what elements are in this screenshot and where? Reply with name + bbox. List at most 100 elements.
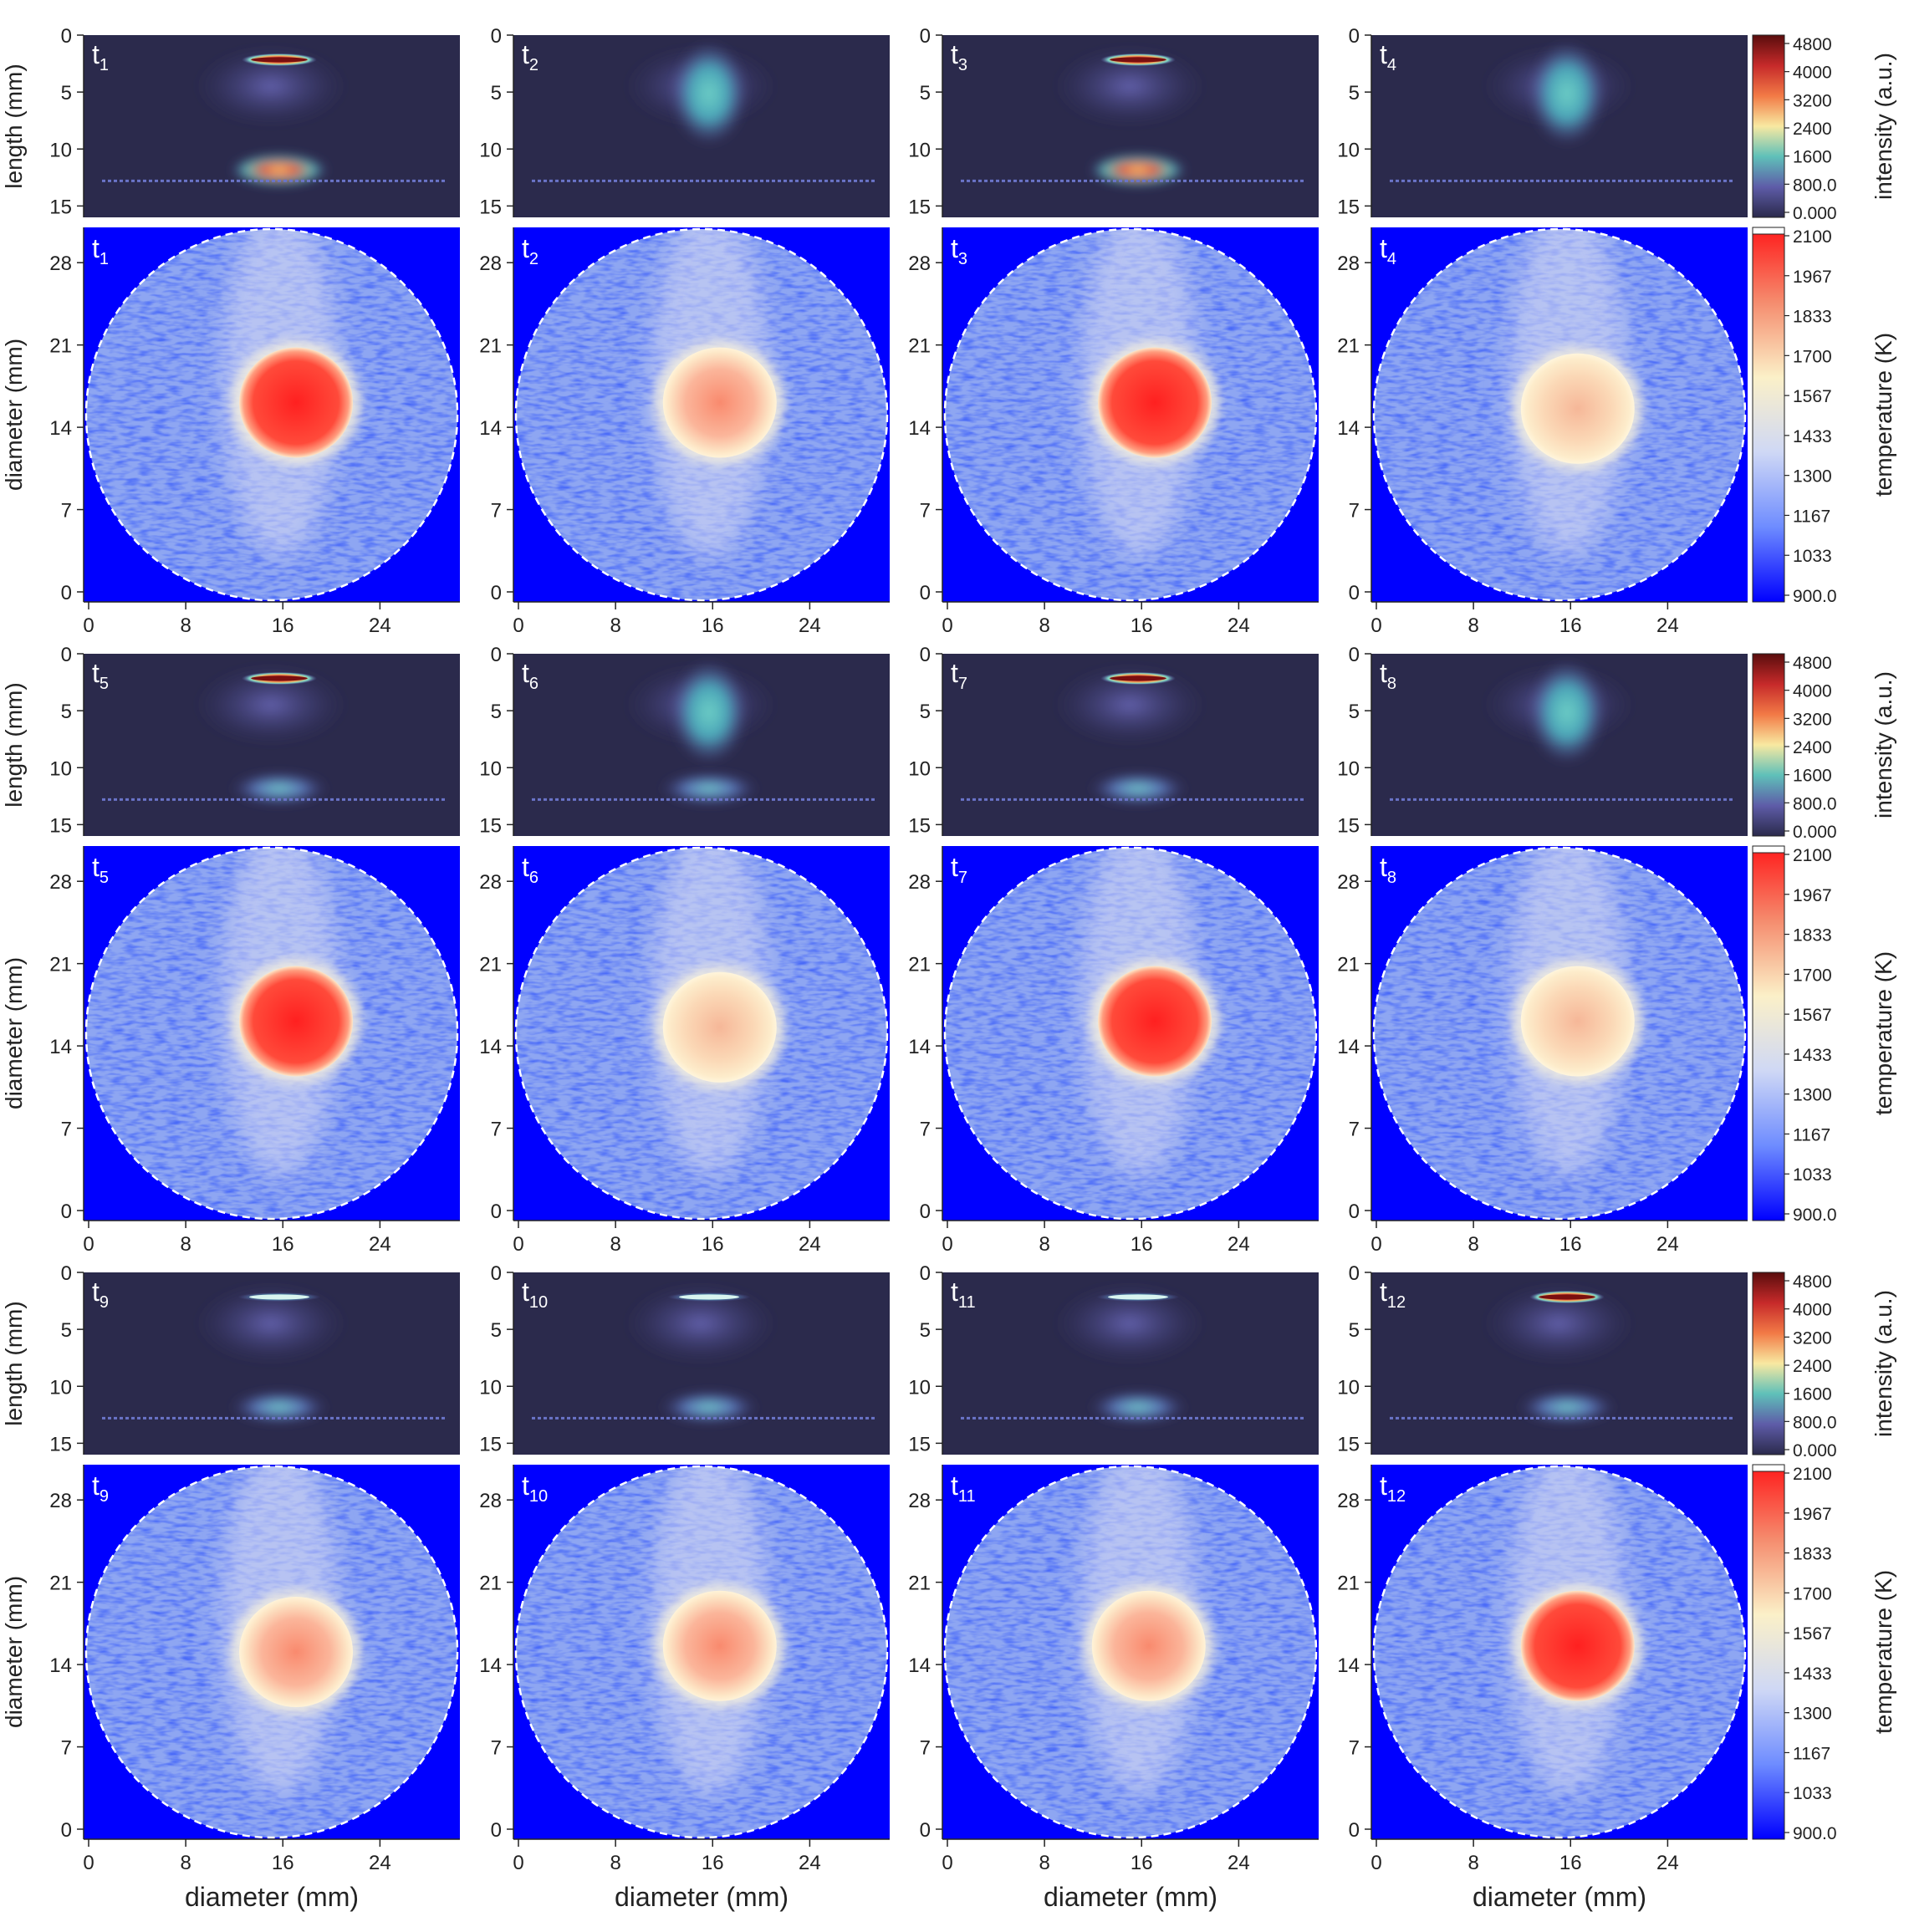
intensity-top-core: [249, 1294, 309, 1300]
temperature-colorbar-bar: [1752, 845, 1785, 1221]
temperature-colorbar-overflow: [1752, 845, 1785, 854]
temperature-colorbar-overflow: [1752, 1464, 1785, 1472]
intensity-y-tick-label: 0: [920, 25, 931, 48]
intensity-bottom-glow: [1089, 1390, 1187, 1424]
temperature-y-tick-label: 28: [908, 1490, 931, 1512]
panel-label-subscript: 3: [958, 250, 967, 268]
temperature-y-tick-label: 14: [479, 417, 502, 440]
intensity-colorbar-tick-label: 4800: [1793, 654, 1832, 673]
temperature-y-tick-label: 7: [491, 1737, 502, 1760]
temperature-colorbar-tick-label: 1033: [1793, 547, 1832, 566]
temperature-x-tick-label: 0: [942, 614, 952, 637]
intensity-y-axis-label: length (mm): [1, 682, 27, 807]
temperature-colorbar-tick-label: 2100: [1793, 846, 1832, 865]
hot-core: [1520, 966, 1635, 1077]
temperature-x-tick-label: 0: [513, 1233, 523, 1256]
temperature-x-tick-label: 0: [513, 614, 523, 637]
boundary-dashed-circle: [514, 846, 889, 1221]
temperature-y-tick-label: 0: [491, 1200, 502, 1223]
temperature-x-tick-label: 0: [942, 1852, 952, 1874]
intensity-y-tick-label: 10: [1337, 139, 1360, 161]
intensity-y-tick-label: 5: [920, 701, 931, 723]
temperature-y-tick-label: 0: [1349, 582, 1360, 604]
intensity-colorbar-bar: [1752, 653, 1785, 837]
temperature-colorbar-tick-label: 900.0: [1793, 587, 1837, 606]
temperature-y-tick-label: 21: [49, 335, 72, 358]
intensity-colorbar-tick-label: 4000: [1793, 1301, 1832, 1320]
intensity-y-tick-label: 10: [1337, 757, 1360, 780]
temperature-colorbar-tick-label: 1300: [1793, 1086, 1832, 1105]
temperature-x-tick-label: 0: [513, 1852, 523, 1874]
temperature-x-tick-label: 0: [83, 614, 94, 637]
intensity-cone-glow: [1529, 660, 1605, 763]
temperature-y-tick-label: 0: [61, 1200, 72, 1223]
temperature-y-tick-label: 14: [49, 1036, 72, 1058]
temperature-y-tick-label: 7: [491, 1119, 502, 1141]
temperature-y-tick-label: 7: [61, 1737, 72, 1760]
temperature-colorbar-tick-label: 1967: [1793, 886, 1832, 905]
temperature-y-tick-label: 14: [1337, 1036, 1360, 1058]
temperature-x-tick-label: 8: [1039, 1233, 1049, 1256]
hot-core: [1520, 353, 1635, 464]
panel-label-subscript: 2: [529, 250, 539, 268]
intensity-y-axis-label: length (mm): [1, 64, 27, 188]
intensity-plume: [196, 46, 346, 126]
intensity-colorbar-tick-label: 1600: [1793, 148, 1832, 167]
intensity-colorbar-tick-label: 4800: [1793, 1272, 1832, 1292]
boundary-dashed-circle: [84, 227, 459, 602]
hot-core: [662, 971, 777, 1083]
intensity-y-tick-label: 0: [1349, 644, 1360, 666]
intensity-y-tick-label: 15: [49, 196, 72, 218]
temperature-colorbar-tick-label: 900.0: [1793, 1206, 1837, 1225]
intensity-colorbar-tick-label: 2400: [1793, 738, 1832, 757]
intensity-bottom-glow: [1089, 153, 1187, 186]
intensity-cone-glow: [671, 660, 747, 763]
temperature-x-tick-label: 16: [272, 1852, 294, 1874]
intensity-y-tick-label: 10: [908, 1376, 931, 1399]
intensity-y-tick-label: 0: [491, 25, 502, 48]
temperature-panel-t9: 0 7 14 21 28 diameter (mm) 0 8 16 24 diameter (mm)…: [1, 1465, 460, 1912]
intensity-colorbar-tick-label: 2400: [1793, 120, 1832, 139]
panel-label-subscript: 1: [100, 250, 109, 268]
temperature-colorbar: 2100 1967 1833 1700 1567 1433 1300 1167 1033 900.…: [1752, 845, 1896, 1225]
temperature-x-tick-label: 0: [1370, 1852, 1381, 1874]
intensity-y-tick-label: 10: [479, 139, 502, 161]
temperature-x-tick-label: 24: [1228, 1852, 1250, 1874]
temperature-x-tick-label: 8: [1039, 1852, 1049, 1874]
temperature-x-tick-label: 16: [702, 1852, 724, 1874]
temperature-x-tick-label: 24: [369, 614, 391, 637]
intensity-y-tick-label: 0: [1349, 1262, 1360, 1285]
intensity-y-tick-label: 15: [908, 814, 931, 837]
intensity-y-tick-label: 15: [1337, 1433, 1360, 1455]
intensity-colorbar-tick-label: 800.0: [1793, 794, 1837, 813]
intensity-y-tick-label: 0: [491, 1262, 502, 1285]
boundary-dashed-circle: [943, 227, 1318, 602]
intensity-colorbar-tick-label: 3200: [1793, 710, 1832, 729]
temperature-colorbar-tick-label: 1700: [1793, 1584, 1832, 1603]
intensity-top-core: [251, 675, 308, 681]
temperature-colorbar-tick-label: 1433: [1793, 1664, 1832, 1684]
intensity-y-tick-label: 10: [49, 757, 72, 780]
temperature-colorbar-tick-label: 2100: [1793, 1465, 1832, 1484]
intensity-y-tick-label: 0: [61, 25, 72, 48]
intensity-y-tick-label: 10: [49, 1376, 72, 1399]
temperature-y-tick-label: 28: [908, 871, 931, 894]
intensity-y-tick-label: 10: [49, 139, 72, 161]
intensity-y-tick-label: 10: [1337, 1376, 1360, 1399]
temperature-y-tick-label: 0: [920, 582, 931, 604]
intensity-y-tick-label: 15: [479, 814, 502, 837]
temperature-x-tick-label: 8: [180, 614, 191, 637]
temperature-y-tick-label: 21: [908, 1573, 931, 1595]
temperature-colorbar-bar: [1752, 1464, 1785, 1840]
temperature-x-tick-label: 16: [1559, 1852, 1582, 1874]
temperature-x-tick-label: 8: [610, 614, 620, 637]
temperature-x-tick-label: 0: [83, 1852, 94, 1874]
boundary-dashed-circle: [514, 1465, 889, 1839]
temperature-y-tick-label: 0: [1349, 1819, 1360, 1842]
intensity-y-tick-label: 5: [920, 82, 931, 105]
